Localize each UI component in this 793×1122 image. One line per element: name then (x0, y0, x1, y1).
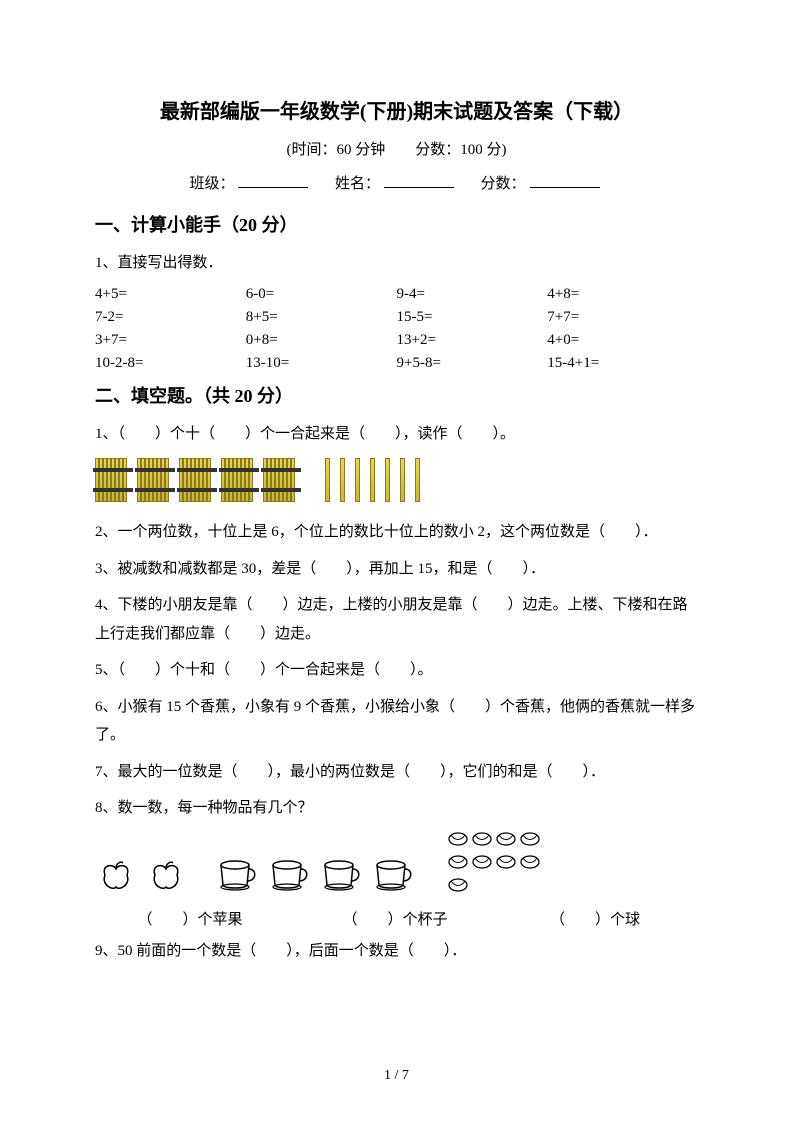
calc-cell: 3+7= (95, 332, 246, 349)
q2-5: 5、（ ）个十和（ ）个一合起来是（ ）。 (95, 656, 698, 685)
stick-bundle-icon (179, 458, 215, 502)
items-diagram (95, 831, 698, 898)
ball-icon (471, 831, 493, 847)
stick-bundle-icon (263, 458, 299, 502)
ball-group (447, 831, 557, 898)
cup-icon (373, 857, 417, 893)
q2-8: 8、数一数，每一种物品有几个？ (95, 794, 698, 823)
calc-cell: 9-4= (397, 286, 548, 303)
q2-1: 1、（ ）个十（ ）个一合起来是（ ），读作（ ）。 (95, 420, 698, 449)
page-title: 最新部编版一年级数学(下册)期末试题及答案（下载） (95, 95, 698, 124)
single-stick-icon (415, 458, 420, 502)
ball-icon (447, 831, 469, 847)
cup-label: （ ）个杯子 (285, 908, 505, 929)
single-stick-icon (325, 458, 330, 502)
sticks-diagram (95, 458, 698, 502)
ball-icon (495, 854, 517, 870)
calc-row-2: 7-2= 8+5= 15-5= 7+7= (95, 309, 698, 326)
q2-3: 3、被减数和减数都是 30，差是（ ），再加上 15，和是（ ）． (95, 555, 698, 584)
apple-group (95, 857, 187, 898)
calc-cell: 13+2= (397, 332, 548, 349)
q2-2: 2、一个两位数，十位上是 6，个位上的数比十位上的数小 2，这个两位数是（ ）． (95, 518, 698, 547)
name-blank[interactable] (384, 171, 454, 188)
cup-icon (321, 857, 365, 893)
calc-cell: 6-0= (246, 286, 397, 303)
info-line: 班级： 姓名： 分数： (95, 171, 698, 193)
ball-icon (519, 831, 541, 847)
q1-1: 1、直接写出得数． (95, 249, 698, 278)
calc-cell: 4+5= (95, 286, 246, 303)
stick-bundle-icon (221, 458, 257, 502)
stick-bundle-icon (95, 458, 131, 502)
items-labels: （ ）个苹果 （ ）个杯子 （ ）个球 (95, 908, 698, 929)
q2-9: 9、50 前面的一个数是（ ），后面一个数是（ ）． (95, 937, 698, 966)
apple-icon (95, 857, 137, 893)
ball-icon (471, 854, 493, 870)
calc-cell: 4+8= (547, 286, 698, 303)
calc-cell: 15-4+1= (547, 355, 698, 372)
class-blank[interactable] (238, 171, 308, 188)
stick-bundle-icon (137, 458, 173, 502)
apple-label: （ ）个苹果 (95, 908, 285, 929)
q2-7: 7、最大的一位数是（ ），最小的两位数是（ ），它们的和是（ ）． (95, 758, 698, 787)
calc-cell: 4+0= (547, 332, 698, 349)
single-stick-icon (370, 458, 375, 502)
q2-4: 4、下楼的小朋友是靠（ ）边走，上楼的小朋友是靠（ ）边走。上楼、下楼和在路上行… (95, 591, 698, 648)
calc-cell: 15-5= (397, 309, 548, 326)
calc-row-1: 4+5= 6-0= 9-4= 4+8= (95, 286, 698, 303)
calc-cell: 10-2-8= (95, 355, 246, 372)
calc-cell: 8+5= (246, 309, 397, 326)
ball-icon (447, 854, 469, 870)
single-stick-icon (400, 458, 405, 502)
score-label: 分数： (481, 176, 526, 192)
single-stick-icon (355, 458, 360, 502)
class-label: 班级： (189, 176, 234, 192)
cup-icon (269, 857, 313, 893)
page-subtitle: (时间：60 分钟 分数：100 分) (95, 138, 698, 159)
calc-cell: 9+5-8= (397, 355, 548, 372)
ball-label: （ ）个球 (505, 908, 685, 929)
page-footer: 1 / 7 (0, 1068, 793, 1084)
calc-cell: 13-10= (246, 355, 397, 372)
cup-icon (217, 857, 261, 893)
calc-row-3: 3+7= 0+8= 13+2= 4+0= (95, 332, 698, 349)
calc-cell: 0+8= (246, 332, 397, 349)
section-1-heading: 一、计算小能手（20 分） (95, 211, 698, 237)
ball-icon (519, 854, 541, 870)
ball-icon (447, 877, 469, 893)
page: 最新部编版一年级数学(下册)期末试题及答案（下载） (时间：60 分钟 分数：1… (0, 0, 793, 1122)
name-label: 姓名： (335, 176, 380, 192)
calc-cell: 7-2= (95, 309, 246, 326)
ball-icon (495, 831, 517, 847)
score-blank[interactable] (530, 171, 600, 188)
single-stick-icon (385, 458, 390, 502)
calc-row-4: 10-2-8= 13-10= 9+5-8= 15-4+1= (95, 355, 698, 372)
cup-group (217, 857, 417, 898)
q2-6: 6、小猴有 15 个香蕉，小象有 9 个香蕉，小猴给小象（ ）个香蕉，他俩的香蕉… (95, 693, 698, 750)
section-2-heading: 二、填空题。（共 20 分） (95, 382, 698, 408)
single-stick-icon (340, 458, 345, 502)
calc-cell: 7+7= (547, 309, 698, 326)
apple-icon (145, 857, 187, 893)
